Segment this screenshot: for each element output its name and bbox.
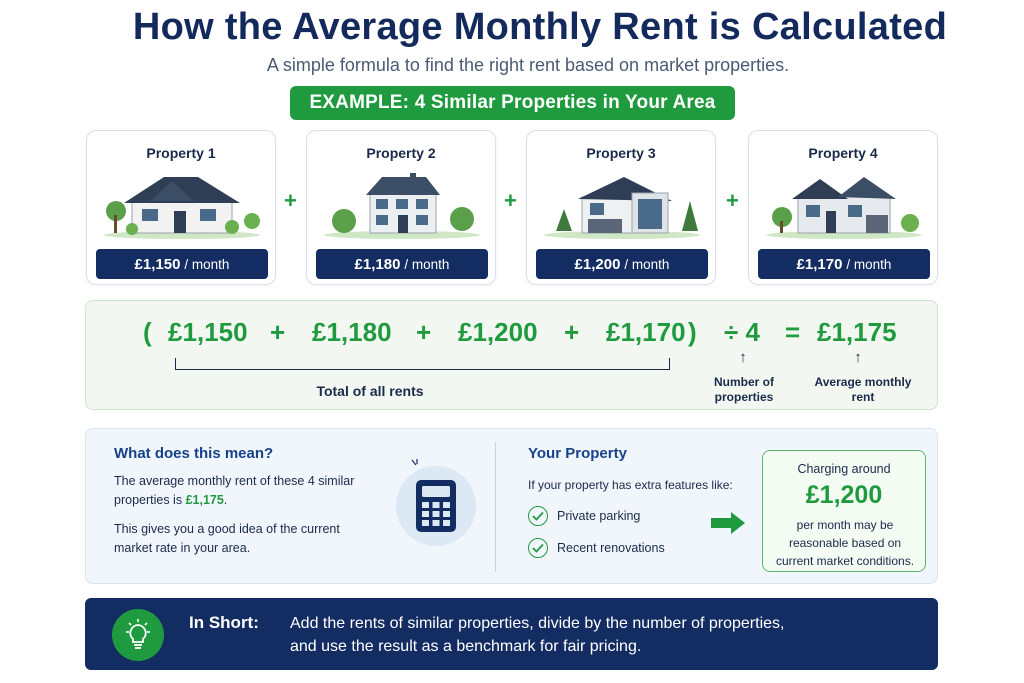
your-property-intro: If your property has extra features like… bbox=[528, 478, 733, 492]
example-banner: EXAMPLE: 4 Similar Properties in Your Ar… bbox=[290, 86, 735, 120]
divisor-label: Number of properties bbox=[714, 375, 774, 404]
plus-sign: + bbox=[726, 188, 739, 213]
property-price: £1,170 / month bbox=[758, 249, 930, 279]
property-card-3: Property 3 £1,200 / month bbox=[526, 130, 716, 285]
formula-close-paren: ) bbox=[688, 317, 697, 347]
average-highlight: £1,175 bbox=[185, 493, 224, 507]
plus-sign: + bbox=[284, 188, 297, 213]
suggested-rent-card: Charging around £1,200 per month may be … bbox=[762, 450, 926, 572]
total-label: Total of all rents bbox=[316, 383, 424, 399]
page-title: How the Average Monthly Rent is Calculat… bbox=[132, 6, 948, 48]
plus-sign: + bbox=[504, 188, 517, 213]
house-2-illustration bbox=[324, 173, 480, 239]
your-property-heading: Your Property bbox=[528, 445, 627, 462]
result-arrow-icon: ↑ bbox=[854, 349, 862, 366]
property-name: Property 3 bbox=[586, 145, 656, 161]
formula-plus: + bbox=[270, 317, 286, 347]
meaning-heading: What does this mean? bbox=[114, 445, 274, 462]
formula-value-1: £1,150 bbox=[168, 317, 248, 347]
property-price: £1,200 / month bbox=[536, 249, 708, 279]
formula-value-4: £1,170 bbox=[606, 317, 686, 347]
house-1-illustration bbox=[104, 177, 260, 239]
formula-value-2: £1,180 bbox=[312, 317, 392, 347]
property-card-1: Property 1 £1,150 / month bbox=[86, 130, 276, 285]
house-4-illustration bbox=[766, 177, 922, 239]
divisor-arrow-icon: ↑ bbox=[739, 349, 747, 366]
summary-label: In Short: bbox=[189, 613, 259, 632]
meaning-text: The average monthly rent of these 4 simi… bbox=[114, 474, 355, 507]
formula-equals: = bbox=[785, 317, 801, 347]
sparkle-icon bbox=[411, 459, 418, 466]
feature-private-parking: Private parking bbox=[557, 509, 641, 523]
formula-plus: + bbox=[564, 317, 580, 347]
house-3-illustration bbox=[544, 177, 700, 239]
page-subtitle: A simple formula to find the right rent … bbox=[266, 55, 790, 75]
calculator-icon bbox=[396, 466, 476, 546]
formula-value-3: £1,200 bbox=[458, 317, 538, 347]
check-icon bbox=[528, 538, 548, 558]
property-price: £1,150 / month bbox=[96, 249, 268, 279]
panel-divider bbox=[495, 442, 496, 572]
meaning-note: This gives you a good idea of the curren… bbox=[114, 522, 340, 555]
result-label: Average monthly rent bbox=[814, 375, 912, 404]
summary-bar bbox=[85, 598, 938, 670]
summary-text: Add the rents of similar properties, div… bbox=[290, 615, 785, 655]
feature-recent-renovations: Recent renovations bbox=[557, 541, 665, 555]
formula-result: £1,175 bbox=[817, 317, 897, 347]
total-bracket bbox=[175, 358, 670, 370]
formula-plus: + bbox=[416, 317, 432, 347]
lightbulb-icon bbox=[112, 609, 164, 661]
property-card-2: Property 2 £1,180 / month bbox=[306, 130, 496, 285]
property-price: £1,180 / month bbox=[316, 249, 488, 279]
property-name: Property 2 bbox=[366, 145, 436, 161]
formula-divide: ÷ 4 bbox=[724, 317, 760, 347]
suggested-rent-intro: Charging around bbox=[797, 462, 891, 476]
formula-panel bbox=[85, 300, 938, 410]
right-arrow-icon bbox=[711, 512, 745, 534]
suggested-rent-note: per month may be reasonable based on cur… bbox=[775, 518, 915, 568]
property-name: Property 4 bbox=[808, 145, 878, 161]
check-icon bbox=[528, 506, 548, 526]
formula-open-paren: ( bbox=[143, 317, 152, 347]
property-name: Property 1 bbox=[146, 145, 216, 161]
suggested-rent-amount: £1,200 bbox=[805, 481, 883, 509]
property-card-4: Property 4 £1,170 / month bbox=[748, 130, 938, 285]
